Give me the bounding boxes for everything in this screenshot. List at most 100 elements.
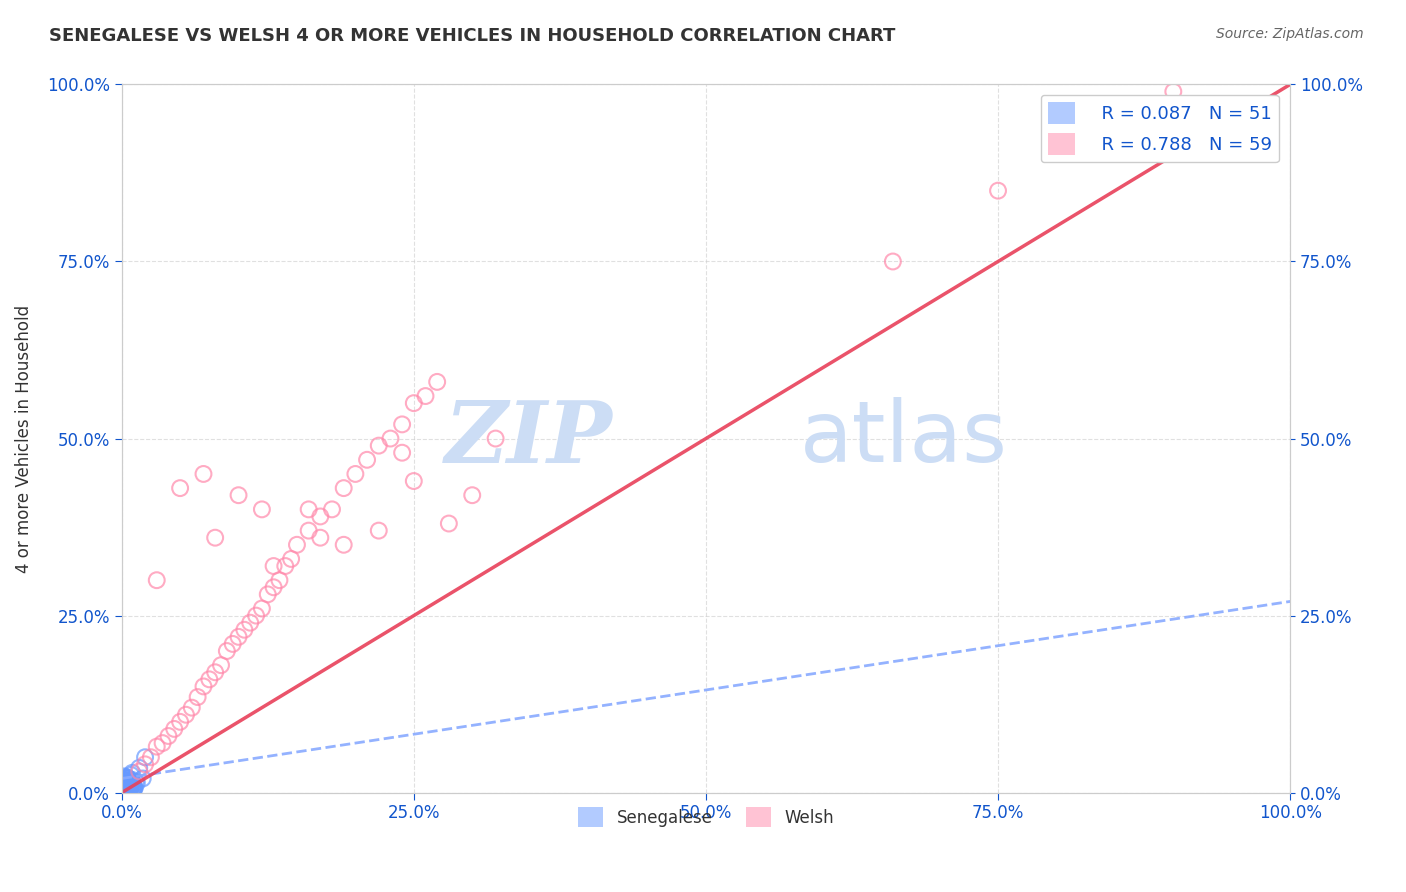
- Point: [309, 509, 332, 524]
- Point: [157, 729, 180, 743]
- Point: [117, 782, 139, 797]
- Point: [120, 778, 142, 792]
- Point: [204, 665, 226, 680]
- Point: [121, 765, 143, 780]
- Point: [882, 254, 904, 268]
- Point: [269, 573, 291, 587]
- Text: atlas: atlas: [800, 397, 1008, 480]
- Point: [115, 771, 138, 785]
- Text: Source: ZipAtlas.com: Source: ZipAtlas.com: [1216, 27, 1364, 41]
- Point: [152, 736, 174, 750]
- Point: [121, 774, 143, 789]
- Point: [115, 775, 138, 789]
- Point: [121, 772, 143, 787]
- Point: [198, 673, 221, 687]
- Point: [112, 769, 135, 783]
- Point: [112, 780, 135, 795]
- Point: [250, 601, 273, 615]
- Point: [125, 775, 148, 789]
- Point: [263, 580, 285, 594]
- Point: [122, 782, 145, 797]
- Point: [124, 781, 146, 796]
- Point: [111, 779, 134, 793]
- Point: [1163, 85, 1185, 99]
- Point: [332, 538, 354, 552]
- Point: [120, 776, 142, 790]
- Point: [114, 782, 136, 797]
- Point: [193, 680, 215, 694]
- Point: [344, 467, 367, 481]
- Point: [367, 524, 389, 538]
- Point: [391, 417, 413, 432]
- Point: [402, 396, 425, 410]
- Point: [169, 481, 191, 495]
- Point: [298, 524, 321, 538]
- Point: [125, 776, 148, 790]
- Point: [132, 772, 155, 786]
- Point: [115, 773, 138, 788]
- Point: [280, 552, 302, 566]
- Point: [124, 780, 146, 795]
- Point: [117, 772, 139, 786]
- Point: [111, 782, 134, 797]
- Point: [115, 777, 138, 791]
- Point: [118, 780, 141, 794]
- Point: [193, 467, 215, 481]
- Point: [174, 707, 197, 722]
- Point: [118, 782, 141, 797]
- Point: [139, 750, 162, 764]
- Point: [391, 446, 413, 460]
- Point: [228, 488, 250, 502]
- Point: [263, 559, 285, 574]
- Point: [356, 452, 378, 467]
- Legend: Senegalese, Welsh: Senegalese, Welsh: [571, 800, 841, 834]
- Point: [118, 777, 141, 791]
- Point: [163, 722, 186, 736]
- Point: [298, 502, 321, 516]
- Point: [145, 573, 167, 587]
- Point: [114, 776, 136, 790]
- Point: [426, 375, 449, 389]
- Point: [118, 780, 141, 794]
- Point: [222, 637, 245, 651]
- Point: [120, 779, 142, 793]
- Point: [437, 516, 460, 531]
- Point: [121, 775, 143, 789]
- Point: [114, 781, 136, 796]
- Point: [187, 690, 209, 704]
- Point: [215, 644, 238, 658]
- Point: [128, 761, 150, 775]
- Point: [112, 783, 135, 797]
- Point: [309, 531, 332, 545]
- Point: [128, 764, 150, 779]
- Point: [114, 779, 136, 793]
- Point: [118, 777, 141, 791]
- Text: SENEGALESE VS WELSH 4 OR MORE VEHICLES IN HOUSEHOLD CORRELATION CHART: SENEGALESE VS WELSH 4 OR MORE VEHICLES I…: [49, 27, 896, 45]
- Point: [285, 538, 308, 552]
- Point: [117, 779, 139, 793]
- Point: [118, 780, 141, 794]
- Point: [145, 739, 167, 754]
- Point: [321, 502, 343, 516]
- Point: [228, 630, 250, 644]
- Point: [367, 439, 389, 453]
- Point: [987, 184, 1010, 198]
- Point: [274, 559, 297, 574]
- Point: [118, 773, 141, 788]
- Point: [245, 608, 267, 623]
- Point: [332, 481, 354, 495]
- Point: [117, 782, 139, 797]
- Point: [112, 772, 135, 787]
- Point: [122, 779, 145, 793]
- Point: [250, 502, 273, 516]
- Point: [380, 432, 402, 446]
- Point: [122, 780, 145, 795]
- Point: [114, 778, 136, 792]
- Point: [118, 776, 141, 790]
- Point: [402, 474, 425, 488]
- Point: [461, 488, 484, 502]
- Y-axis label: 4 or more Vehicles in Household: 4 or more Vehicles in Household: [15, 304, 32, 573]
- Point: [256, 587, 278, 601]
- Point: [233, 623, 256, 637]
- Point: [122, 781, 145, 796]
